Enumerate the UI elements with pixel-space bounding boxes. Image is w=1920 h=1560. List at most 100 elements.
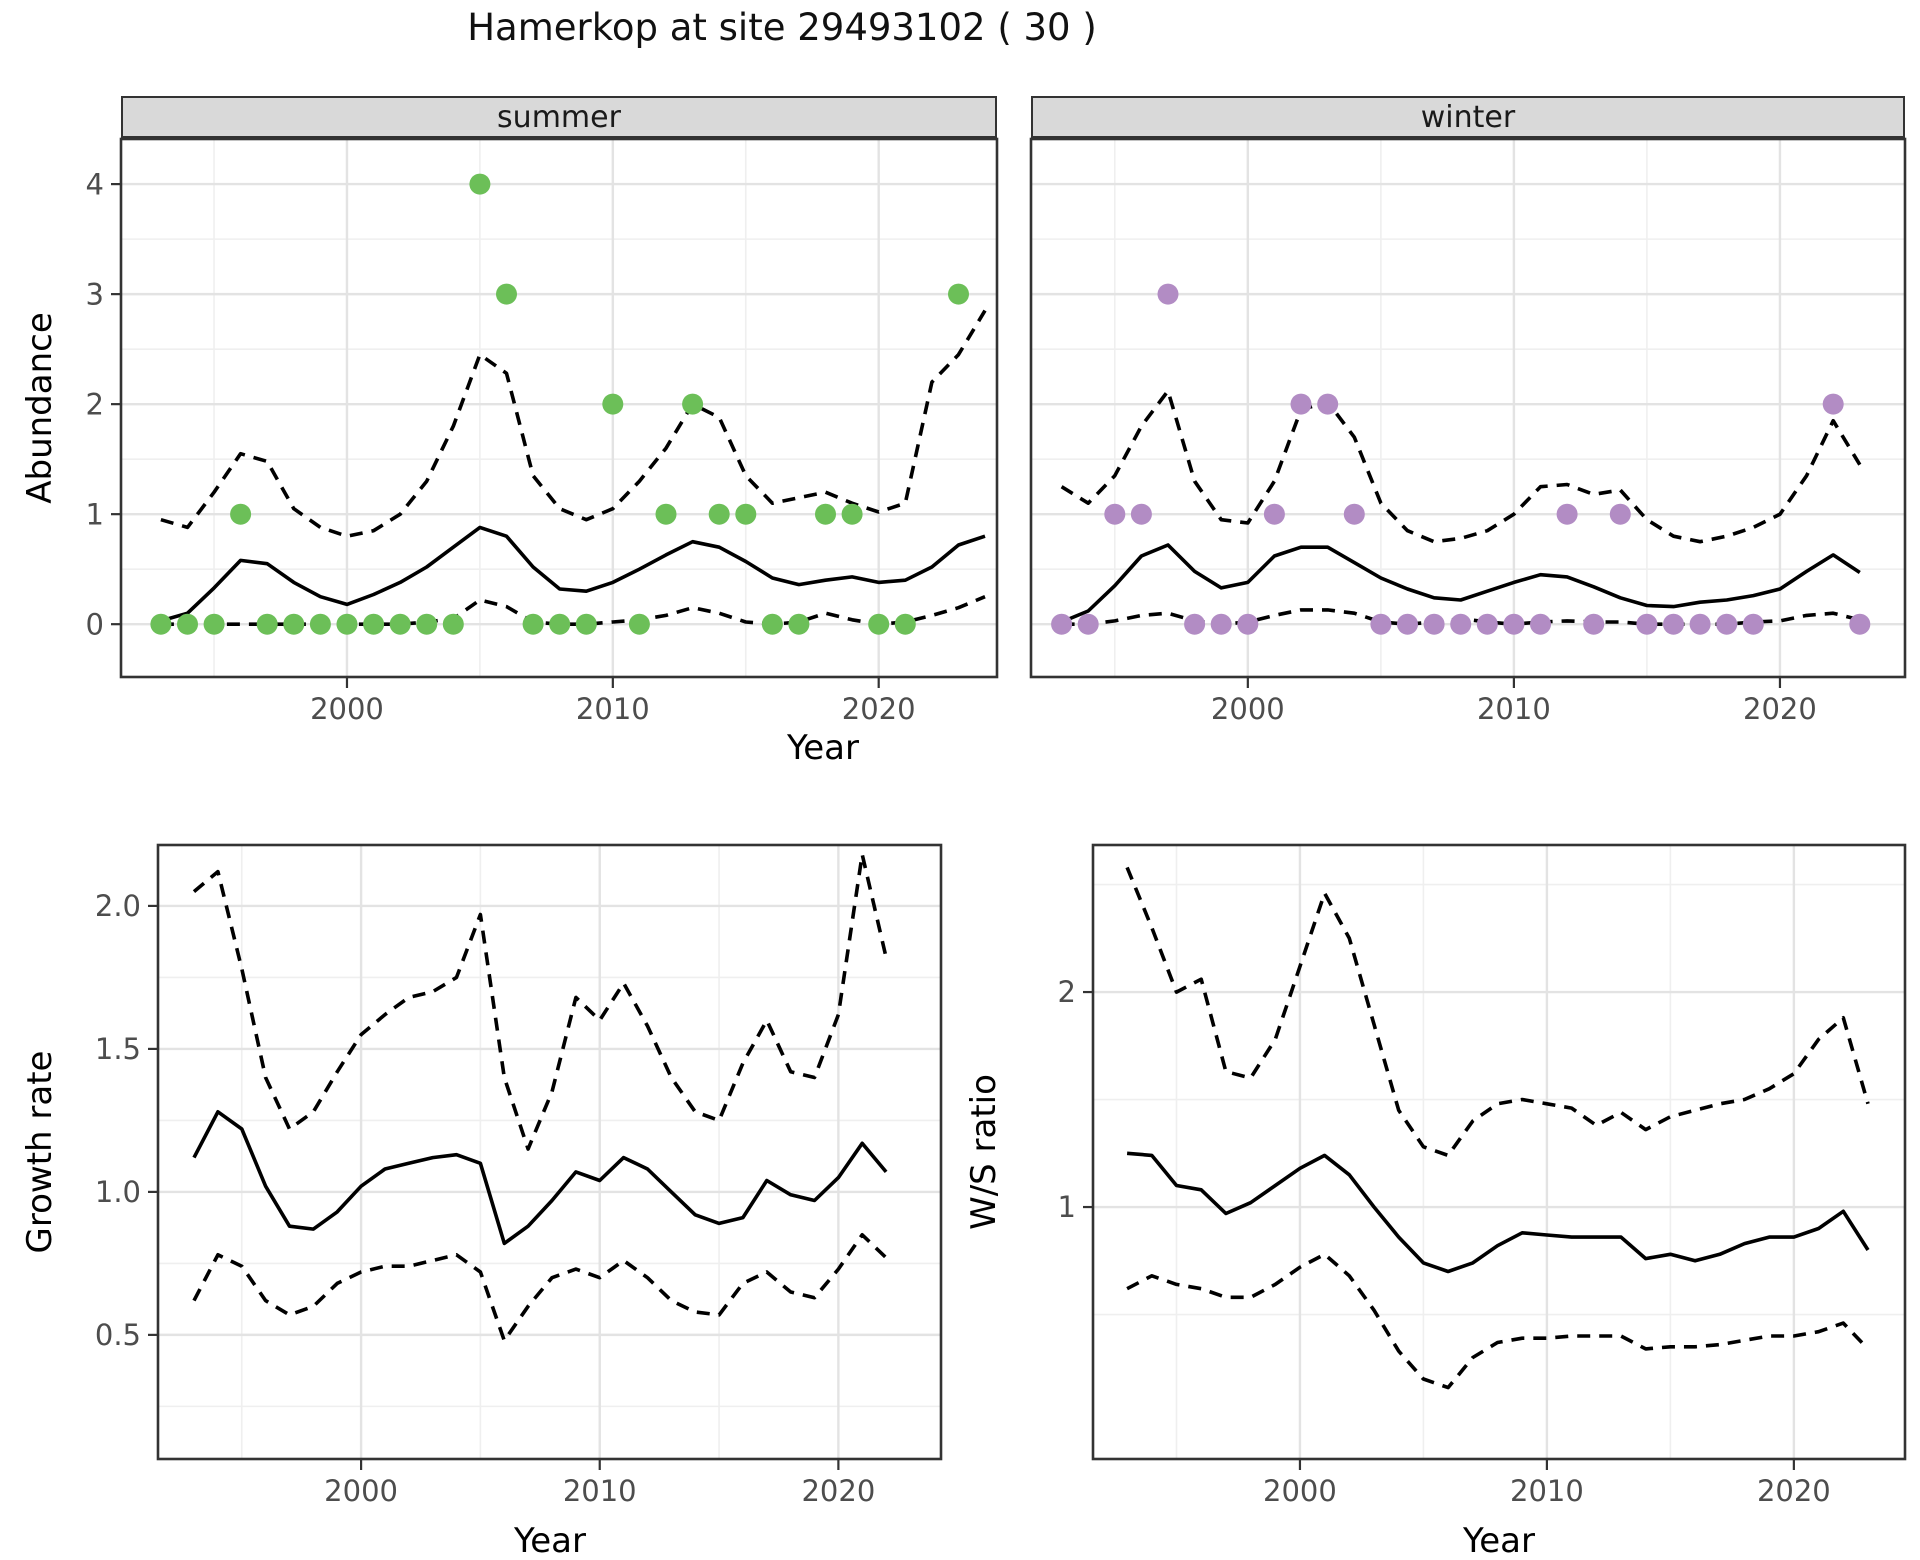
panel-border bbox=[156, 843, 943, 1461]
facet-strip-summer-label: summer bbox=[497, 99, 621, 135]
panel-background bbox=[1093, 845, 1905, 1459]
facet-strip-summer: summer bbox=[121, 96, 997, 139]
year-axis-title-top: Year bbox=[787, 728, 859, 768]
data-point bbox=[1663, 613, 1684, 635]
data-point bbox=[442, 613, 464, 635]
data-point bbox=[788, 613, 810, 635]
y-tick-label: 1.0 bbox=[95, 1175, 141, 1209]
data-point bbox=[575, 613, 597, 635]
data-point bbox=[1157, 283, 1179, 305]
panel-border bbox=[119, 137, 999, 679]
y-tick-label: 0.5 bbox=[95, 1318, 141, 1352]
x-tick-label: 2020 bbox=[1743, 692, 1817, 726]
series-line-median bbox=[160, 525, 986, 623]
growth-rate-axis-title: Growth rate bbox=[20, 1050, 60, 1254]
data-point bbox=[1077, 613, 1099, 635]
ws-ratio-axis-title: W/S ratio bbox=[964, 1074, 1004, 1230]
series-line-upper-ci bbox=[192, 852, 888, 1151]
data-point bbox=[1476, 613, 1498, 635]
data-point bbox=[1822, 393, 1844, 415]
data-point bbox=[1210, 613, 1232, 635]
panel-border bbox=[1091, 843, 1907, 1461]
abundance-winter-panel: 2000 2010 2020 bbox=[1029, 137, 1907, 726]
panel-background bbox=[158, 845, 941, 1459]
data-point bbox=[1051, 613, 1073, 635]
data-point bbox=[1609, 503, 1631, 525]
y-tick-label: 1 bbox=[86, 497, 104, 531]
data-point bbox=[416, 613, 438, 635]
growth-rate-panel: 2000 2010 2020 0.5 1.0 1.5 2.0 bbox=[95, 843, 943, 1508]
x-tick-label: 2000 bbox=[324, 1474, 398, 1508]
y-tick-label: 3 bbox=[86, 277, 104, 311]
series-line-lower-ci bbox=[1126, 1252, 1870, 1390]
y-tick-label: 1.5 bbox=[95, 1032, 141, 1066]
data-point bbox=[1689, 613, 1711, 635]
data-point bbox=[1130, 503, 1152, 525]
data-point bbox=[1450, 613, 1472, 635]
x-tick-label: 2020 bbox=[1757, 1474, 1831, 1508]
data-point bbox=[1423, 613, 1445, 635]
data-point bbox=[1104, 503, 1126, 525]
panel-border bbox=[1029, 137, 1907, 679]
data-point bbox=[496, 283, 517, 305]
x-tick-label: 2010 bbox=[1477, 692, 1551, 726]
year-axis-title-bottom-right: Year bbox=[1463, 1521, 1535, 1560]
facet-strip-winter-label: winter bbox=[1420, 99, 1516, 135]
data-point bbox=[628, 613, 650, 635]
series-line-median bbox=[1126, 1151, 1870, 1274]
data-point bbox=[1530, 613, 1551, 635]
y-tick-label: 4 bbox=[86, 167, 104, 201]
data-point bbox=[1343, 503, 1365, 525]
data-point bbox=[735, 503, 757, 525]
series-line-upper-ci bbox=[1060, 389, 1862, 544]
data-point bbox=[868, 613, 890, 635]
data-point bbox=[1583, 613, 1605, 635]
data-point bbox=[549, 613, 571, 635]
data-point bbox=[1370, 613, 1392, 635]
data-point bbox=[230, 503, 252, 525]
x-tick-label: 2010 bbox=[576, 692, 650, 726]
data-point bbox=[1397, 613, 1418, 635]
facet-strip-winter: winter bbox=[1031, 96, 1905, 139]
y-tick-label: 0 bbox=[86, 607, 104, 641]
data-point bbox=[1184, 613, 1206, 635]
data-point bbox=[815, 503, 836, 525]
data-point bbox=[363, 613, 385, 635]
series-line-upper-ci bbox=[160, 309, 987, 539]
y-tick-label: 2 bbox=[86, 387, 104, 421]
data-point bbox=[948, 283, 969, 305]
data-point bbox=[682, 393, 704, 415]
year-axis-title-bottom-left: Year bbox=[514, 1521, 586, 1560]
data-point bbox=[708, 503, 730, 525]
panel-background bbox=[1031, 139, 1905, 677]
data-point bbox=[177, 613, 198, 635]
data-point bbox=[1742, 613, 1764, 635]
series-line-median bbox=[192, 1109, 888, 1246]
data-point bbox=[1237, 613, 1259, 635]
series-line-median bbox=[1060, 543, 1861, 624]
data-point bbox=[1290, 393, 1312, 415]
y-tick-label: 2.0 bbox=[95, 889, 141, 923]
data-point bbox=[309, 613, 331, 635]
y-tick-label: 2 bbox=[1058, 975, 1076, 1009]
abundance-axis-title: Abundance bbox=[20, 312, 60, 504]
data-point bbox=[150, 613, 172, 635]
series-line-upper-ci bbox=[1125, 866, 1870, 1158]
y-tick-label: 1 bbox=[1058, 1190, 1076, 1224]
data-point bbox=[1636, 613, 1658, 635]
data-point bbox=[1556, 503, 1578, 525]
data-point bbox=[1317, 393, 1339, 415]
data-point bbox=[761, 613, 783, 635]
data-point bbox=[894, 613, 916, 635]
data-point bbox=[256, 613, 278, 635]
x-tick-label: 2000 bbox=[1263, 1474, 1337, 1508]
data-point bbox=[1263, 503, 1285, 525]
x-tick-label: 2010 bbox=[563, 1474, 637, 1508]
page-title: Hamerkop at site 29493102 ( 30 ) bbox=[467, 6, 1097, 49]
data-point bbox=[655, 503, 677, 525]
data-point bbox=[1849, 613, 1871, 635]
data-point bbox=[1503, 613, 1525, 635]
x-tick-label: 2020 bbox=[842, 692, 916, 726]
x-tick-label: 2000 bbox=[310, 692, 384, 726]
